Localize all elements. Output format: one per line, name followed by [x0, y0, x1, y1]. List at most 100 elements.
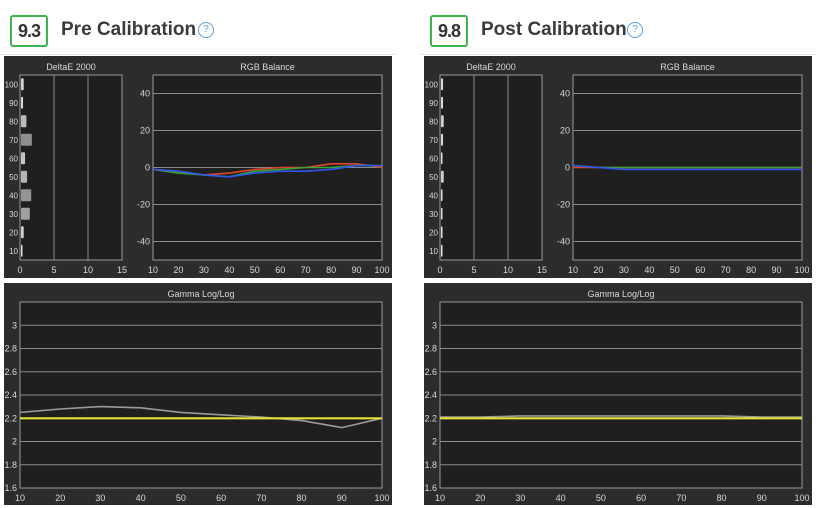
- y-tick-label: 70: [429, 136, 438, 145]
- chart-title: RGB Balance: [660, 62, 715, 72]
- plot-area: [439, 74, 543, 261]
- y-tick-label: 1.6: [424, 483, 437, 493]
- y-tick-label: 2.2: [424, 413, 437, 423]
- y-tick-label: 30: [9, 210, 18, 219]
- y-tick-label: -20: [137, 200, 150, 210]
- x-tick-label: 80: [297, 493, 307, 503]
- y-tick-label: 0: [145, 163, 150, 173]
- y-tick-label: -40: [137, 237, 150, 247]
- x-tick-label: 10: [148, 265, 158, 275]
- y-tick-label: 100: [5, 80, 19, 89]
- y-tick-label: 80: [9, 117, 18, 126]
- y-tick-label: 1.8: [4, 460, 17, 470]
- x-tick-label: 50: [670, 265, 680, 275]
- x-tick-label: 0: [437, 265, 442, 275]
- y-tick-label: 1.6: [4, 483, 17, 493]
- x-tick-label: 20: [55, 493, 65, 503]
- series-line: [19, 405, 383, 429]
- deltae-bar: [441, 78, 444, 91]
- x-tick-label: 20: [593, 265, 603, 275]
- x-tick-label: 15: [117, 265, 127, 275]
- x-tick-label: 60: [636, 493, 646, 503]
- x-tick-label: 30: [199, 265, 209, 275]
- x-tick-label: 40: [556, 493, 566, 503]
- y-tick-label: 2.8: [4, 344, 17, 354]
- x-tick-label: 90: [757, 493, 767, 503]
- x-tick-label: 5: [471, 265, 476, 275]
- y-tick-label: 90: [9, 99, 18, 108]
- x-tick-label: 80: [717, 493, 727, 503]
- series-line: [152, 164, 382, 178]
- deltae-bar: [21, 133, 32, 146]
- y-tick-label: 2.4: [4, 390, 17, 400]
- y-tick-label: 60: [429, 154, 438, 163]
- post-calibration-panel: 9.8 Post Calibration ? DeltaE 2000 0 5 10 15…: [420, 0, 816, 508]
- panel-title: Post Calibration: [481, 19, 627, 40]
- x-tick-label: 90: [337, 493, 347, 503]
- x-tick-label: 50: [176, 493, 186, 503]
- x-tick-label: 100: [794, 493, 809, 503]
- x-tick-label: 40: [136, 493, 146, 503]
- x-tick-label: 50: [596, 493, 606, 503]
- deltae-bar: [441, 133, 444, 146]
- y-tick-label: 2.8: [424, 344, 437, 354]
- deltae-bar: [21, 96, 24, 109]
- deltae-bar: [21, 170, 28, 183]
- x-tick-label: 70: [721, 265, 731, 275]
- x-tick-label: 90: [352, 265, 362, 275]
- y-tick-label: 3: [12, 320, 17, 330]
- y-tick-label: 3: [432, 320, 437, 330]
- y-tick-label: 20: [9, 228, 18, 237]
- deltae-bar: [21, 189, 32, 202]
- chart-title: DeltaE 2000: [46, 62, 96, 72]
- deltae-bar: [441, 170, 444, 183]
- series-line: [152, 164, 382, 178]
- question-circle-icon[interactable]: ?: [198, 22, 214, 38]
- x-tick-label: 60: [695, 265, 705, 275]
- y-tick-label: 30: [429, 210, 438, 219]
- y-tick-label: 10: [9, 247, 18, 256]
- y-tick-label: 2.4: [424, 390, 437, 400]
- deltae-bar: [21, 207, 30, 220]
- x-tick-label: 80: [326, 265, 336, 275]
- x-tick-label: 10: [83, 265, 93, 275]
- x-tick-label: 70: [256, 493, 266, 503]
- series-line: [572, 164, 802, 169]
- x-tick-label: 40: [644, 265, 654, 275]
- panel-title: Pre Calibration: [61, 19, 197, 40]
- y-tick-label: 0: [565, 163, 570, 173]
- chart-title: Gamma Log/Log: [167, 289, 234, 299]
- deltae-bar: [441, 244, 443, 257]
- y-tick-label: 100: [425, 80, 439, 89]
- plot-area: [19, 74, 123, 261]
- y-tick-label: 2: [12, 437, 17, 447]
- question-circle-icon[interactable]: ?: [627, 22, 643, 38]
- x-tick-label: 15: [537, 265, 547, 275]
- deltae-bar: [441, 189, 443, 202]
- x-tick-label: 30: [95, 493, 105, 503]
- panel-header: 9.8 Post Calibration ?: [420, 0, 816, 55]
- score-badge: 9.8: [430, 15, 468, 47]
- x-tick-label: 60: [216, 493, 226, 503]
- deltae-bar: [441, 115, 444, 128]
- deltae-bar: [21, 115, 27, 128]
- pre-calibration-panel: 9.3 Pre Calibration ? DeltaE 2000 0 5 10 15 1…: [0, 0, 396, 508]
- y-tick-label: 2.2: [4, 413, 17, 423]
- y-tick-label: 40: [560, 89, 570, 99]
- chart-title: DeltaE 2000: [466, 62, 516, 72]
- y-tick-label: 2.6: [424, 367, 437, 377]
- x-tick-label: 10: [15, 493, 25, 503]
- x-tick-label: 10: [435, 493, 445, 503]
- x-tick-label: 20: [173, 265, 183, 275]
- y-tick-label: 60: [9, 154, 18, 163]
- x-tick-label: 100: [374, 493, 389, 503]
- x-tick-label: 70: [301, 265, 311, 275]
- x-tick-label: 40: [224, 265, 234, 275]
- y-tick-label: 40: [140, 89, 150, 99]
- x-tick-label: 60: [275, 265, 285, 275]
- chart-title: RGB Balance: [240, 62, 295, 72]
- y-tick-label: 70: [9, 136, 18, 145]
- deltae-bar: [21, 152, 26, 165]
- y-tick-label: -20: [557, 200, 570, 210]
